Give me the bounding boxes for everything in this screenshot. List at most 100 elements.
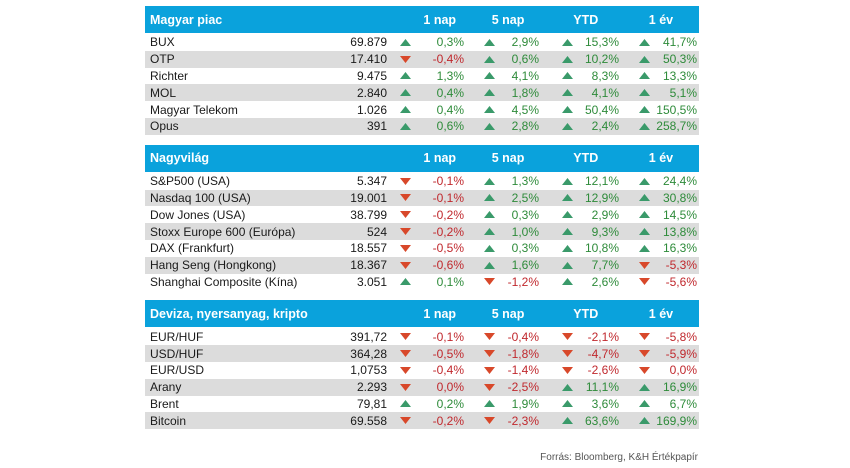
change-value: -4,7%	[587, 346, 619, 361]
change-value: -0,4%	[432, 363, 464, 378]
instrument-value: 391	[366, 119, 387, 134]
change-cell: 4,1%	[466, 69, 541, 83]
change-value: 0,6%	[511, 52, 539, 67]
change-cell: 50,4%	[541, 103, 621, 117]
instrument-value: 2.840	[356, 85, 387, 100]
arrow-up-icon	[562, 278, 573, 286]
change-value: -1,2%	[507, 274, 539, 289]
arrow-down-icon	[400, 177, 411, 185]
change-value: 3,6%	[591, 396, 619, 411]
change-value: -0,1%	[432, 190, 464, 205]
change-cell: 0,3%	[466, 208, 541, 222]
change-value: 0,3%	[511, 207, 539, 222]
arrow-down-icon	[562, 333, 573, 341]
change-cell: -0,4%	[466, 330, 541, 344]
change-cell: 5,1%	[621, 86, 699, 100]
column-header: YTD	[573, 306, 599, 321]
table-row: OTP 17.410 -0,4% 0,6% 10,2% 50,3%	[145, 50, 699, 68]
change-cell: 1,8%	[466, 86, 541, 100]
instrument-value: 3.051	[356, 274, 387, 289]
column-header: 5 nap	[491, 306, 525, 321]
change-cell: 2,9%	[541, 208, 621, 222]
change-cell: 11,1%	[541, 380, 621, 394]
change-cell: -5,9%	[621, 347, 699, 361]
instrument-value: 364,28	[350, 346, 387, 361]
change-cell: -0,2%	[387, 208, 466, 222]
arrow-down-icon	[400, 244, 411, 252]
arrow-up-icon	[562, 244, 573, 252]
change-cell: 1,0%	[466, 225, 541, 239]
change-cell: 0,3%	[466, 241, 541, 255]
table-row: EUR/HUF 391,72 -0,1% -0,4% -2,1% -5,8%	[145, 328, 699, 345]
arrow-up-icon	[562, 38, 573, 46]
arrow-up-icon	[639, 194, 650, 202]
change-cell: 258,7%	[621, 119, 699, 133]
change-value: 4,1%	[511, 68, 539, 83]
arrow-up-icon	[639, 89, 650, 97]
change-cell: 0,6%	[466, 52, 541, 66]
instrument-name: Dow Jones (USA)	[150, 207, 246, 222]
arrow-down-icon	[562, 350, 573, 358]
column-header: 1 év	[648, 306, 674, 321]
instrument-name: Hang Seng (Hongkong)	[150, 258, 277, 273]
arrow-up-icon	[639, 177, 650, 185]
instrument-name: Magyar Telekom	[150, 102, 238, 117]
change-value: 50,3%	[662, 52, 697, 67]
change-cell: -0,2%	[387, 225, 466, 239]
change-cell: 0,0%	[621, 363, 699, 377]
change-value: -0,4%	[432, 52, 464, 67]
column-header: 1 év	[648, 12, 674, 27]
change-cell: 16,9%	[621, 380, 699, 394]
arrow-down-icon	[484, 278, 495, 286]
arrow-down-icon	[484, 333, 495, 341]
section-title: Nagyvilág	[150, 151, 210, 166]
change-value: 10,2%	[584, 52, 619, 67]
change-value: 14,5%	[662, 207, 697, 222]
change-cell: -5,3%	[621, 258, 699, 272]
change-value: 1,0%	[511, 224, 539, 239]
arrow-up-icon	[639, 417, 650, 425]
arrow-down-icon	[400, 383, 411, 391]
column-header: 5 nap	[491, 151, 525, 166]
change-value: 1,9%	[511, 396, 539, 411]
change-cell: -1,8%	[466, 347, 541, 361]
change-cell: -0,5%	[387, 347, 466, 361]
arrow-up-icon	[484, 89, 495, 97]
instrument-name: Nasdaq 100 (USA)	[150, 190, 251, 205]
change-cell: 41,7%	[621, 35, 699, 49]
instrument-name: Richter	[150, 68, 189, 83]
arrow-down-icon	[400, 417, 411, 425]
arrow-up-icon	[484, 261, 495, 269]
column-header: YTD	[573, 151, 599, 166]
change-cell: -0,5%	[387, 241, 466, 255]
instrument-name: BUX	[150, 35, 175, 50]
change-cell: 2,9%	[466, 35, 541, 49]
instrument-value: 19.001	[350, 190, 387, 205]
arrow-up-icon	[400, 400, 411, 408]
arrow-up-icon	[562, 211, 573, 219]
change-value: 1,8%	[511, 85, 539, 100]
section-title: Magyar piac	[150, 12, 223, 27]
change-cell: -1,2%	[466, 275, 541, 289]
change-cell: 169,9%	[621, 414, 699, 428]
change-cell: 8,3%	[541, 69, 621, 83]
change-value: 16,9%	[662, 380, 697, 395]
change-value: 10,8%	[584, 241, 619, 256]
instrument-name: MOL	[150, 85, 177, 100]
instrument-name: Stoxx Europe 600 (Európa)	[150, 224, 296, 239]
change-cell: -0,2%	[387, 414, 466, 428]
change-cell: 9,3%	[541, 225, 621, 239]
column-header: 1 év	[648, 151, 674, 166]
column-header: 1 nap	[423, 306, 457, 321]
change-value: 2,6%	[591, 274, 619, 289]
change-cell: -0,1%	[387, 191, 466, 205]
arrow-down-icon	[400, 55, 411, 63]
instrument-value: 524	[366, 224, 387, 239]
change-cell: 0,3%	[387, 35, 466, 49]
change-cell: 30,8%	[621, 191, 699, 205]
section-header: Deviza, nyersanyag, kripto 1 nap 5 nap YTD 1…	[145, 300, 699, 329]
change-value: 0,0%	[436, 380, 464, 395]
arrow-up-icon	[400, 106, 411, 114]
table-row: Hang Seng (Hongkong) 18.367 -0,6% 1,6% 7,7% -…	[145, 256, 699, 274]
change-cell: 0,0%	[387, 380, 466, 394]
